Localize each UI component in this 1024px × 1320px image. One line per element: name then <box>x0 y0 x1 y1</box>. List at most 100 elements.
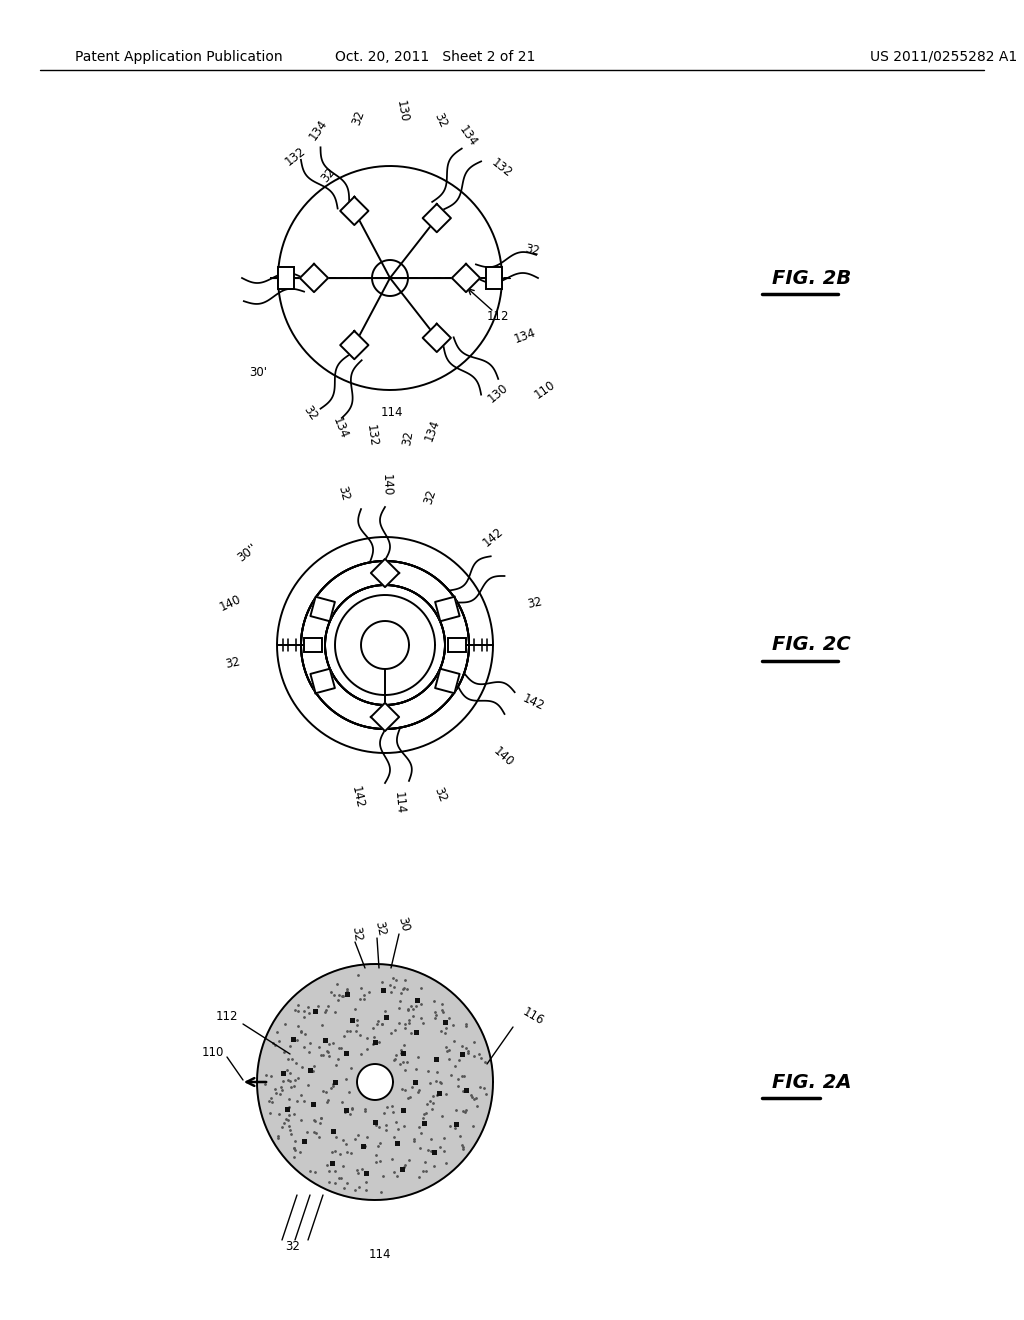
Bar <box>400 1167 406 1172</box>
Bar <box>311 1102 316 1106</box>
Text: 132: 132 <box>489 156 515 180</box>
Text: 140: 140 <box>490 744 516 770</box>
Text: 134: 134 <box>330 416 350 441</box>
Text: 142: 142 <box>480 525 506 549</box>
Bar <box>344 1107 349 1113</box>
Bar <box>285 1107 290 1113</box>
Text: 114: 114 <box>381 407 403 420</box>
Text: 134: 134 <box>457 123 479 149</box>
Text: 140: 140 <box>380 474 394 496</box>
Text: 32: 32 <box>400 429 416 446</box>
Polygon shape <box>310 597 335 622</box>
Text: 32: 32 <box>526 595 544 611</box>
Bar <box>460 1052 465 1057</box>
Text: 32: 32 <box>422 488 438 506</box>
Bar <box>281 1072 286 1077</box>
Bar <box>400 1107 406 1113</box>
Bar <box>373 1040 378 1044</box>
Text: 32: 32 <box>349 925 365 942</box>
Text: US 2011/0255282 A1: US 2011/0255282 A1 <box>870 50 1017 63</box>
Text: Patent Application Publication: Patent Application Publication <box>75 50 283 63</box>
Bar <box>365 1171 370 1176</box>
Text: 30': 30' <box>249 367 267 380</box>
Bar <box>400 1051 406 1056</box>
Bar <box>330 1162 335 1166</box>
Text: 142: 142 <box>520 693 546 714</box>
Text: 130: 130 <box>485 381 511 405</box>
Bar <box>415 998 420 1003</box>
Bar <box>394 1140 399 1146</box>
Text: 116: 116 <box>520 1006 546 1028</box>
Text: 30'': 30'' <box>234 541 259 565</box>
Bar <box>422 1121 427 1126</box>
Polygon shape <box>361 620 409 669</box>
Text: FIG. 2C: FIG. 2C <box>772 635 851 655</box>
Bar <box>464 1088 469 1093</box>
Bar <box>323 1038 328 1043</box>
Text: 132: 132 <box>283 144 308 168</box>
Text: 134: 134 <box>306 117 330 143</box>
Bar <box>413 1080 418 1085</box>
Bar <box>486 267 502 289</box>
Polygon shape <box>372 260 408 296</box>
Polygon shape <box>371 558 399 587</box>
Bar <box>373 1119 378 1125</box>
Text: 132: 132 <box>364 424 380 447</box>
Bar <box>384 1015 389 1020</box>
Text: 32: 32 <box>335 484 351 502</box>
Text: 32: 32 <box>318 165 338 185</box>
Text: 32: 32 <box>431 785 449 804</box>
Bar <box>361 1143 367 1148</box>
Text: 32: 32 <box>349 108 367 127</box>
Polygon shape <box>257 964 493 1200</box>
Text: 32: 32 <box>523 242 541 257</box>
Polygon shape <box>310 669 335 693</box>
Bar <box>449 638 466 652</box>
Polygon shape <box>435 669 460 693</box>
Bar <box>415 1030 419 1035</box>
Text: 32: 32 <box>372 920 388 937</box>
Bar <box>308 1068 313 1073</box>
Polygon shape <box>300 264 328 292</box>
Text: 112: 112 <box>486 309 509 322</box>
Text: Oct. 20, 2011   Sheet 2 of 21: Oct. 20, 2011 Sheet 2 of 21 <box>335 50 536 63</box>
Text: 134: 134 <box>422 417 442 442</box>
Text: 112: 112 <box>216 1011 239 1023</box>
Text: 142: 142 <box>348 784 366 809</box>
Text: 110: 110 <box>532 379 558 401</box>
Bar <box>344 1051 349 1056</box>
Bar <box>436 1090 441 1096</box>
Text: 114: 114 <box>369 1247 391 1261</box>
Polygon shape <box>435 597 460 622</box>
Bar <box>432 1150 436 1155</box>
Text: 32: 32 <box>224 655 242 671</box>
Text: FIG. 2A: FIG. 2A <box>772 1072 852 1092</box>
Bar <box>443 1020 447 1026</box>
Text: 134: 134 <box>512 326 538 346</box>
Bar <box>331 1130 336 1134</box>
Polygon shape <box>371 702 399 731</box>
Polygon shape <box>340 197 369 224</box>
Text: 140: 140 <box>217 593 243 614</box>
Text: 32: 32 <box>300 403 319 422</box>
Text: 114: 114 <box>391 791 407 814</box>
Bar <box>278 267 294 289</box>
Bar <box>304 638 322 652</box>
Text: 32: 32 <box>431 111 450 129</box>
Bar <box>302 1139 307 1143</box>
Bar <box>350 1019 355 1023</box>
Text: 30: 30 <box>395 915 412 933</box>
Bar <box>454 1122 459 1127</box>
Polygon shape <box>423 205 451 232</box>
Text: 32: 32 <box>286 1241 300 1254</box>
Polygon shape <box>357 1064 393 1100</box>
Polygon shape <box>340 331 369 359</box>
Text: 130: 130 <box>393 99 411 123</box>
Text: FIG. 2B: FIG. 2B <box>772 268 851 288</box>
Bar <box>333 1080 338 1085</box>
Bar <box>433 1057 438 1063</box>
Polygon shape <box>423 323 451 352</box>
Polygon shape <box>452 264 480 292</box>
Text: 110: 110 <box>202 1045 224 1059</box>
Bar <box>313 1008 318 1014</box>
